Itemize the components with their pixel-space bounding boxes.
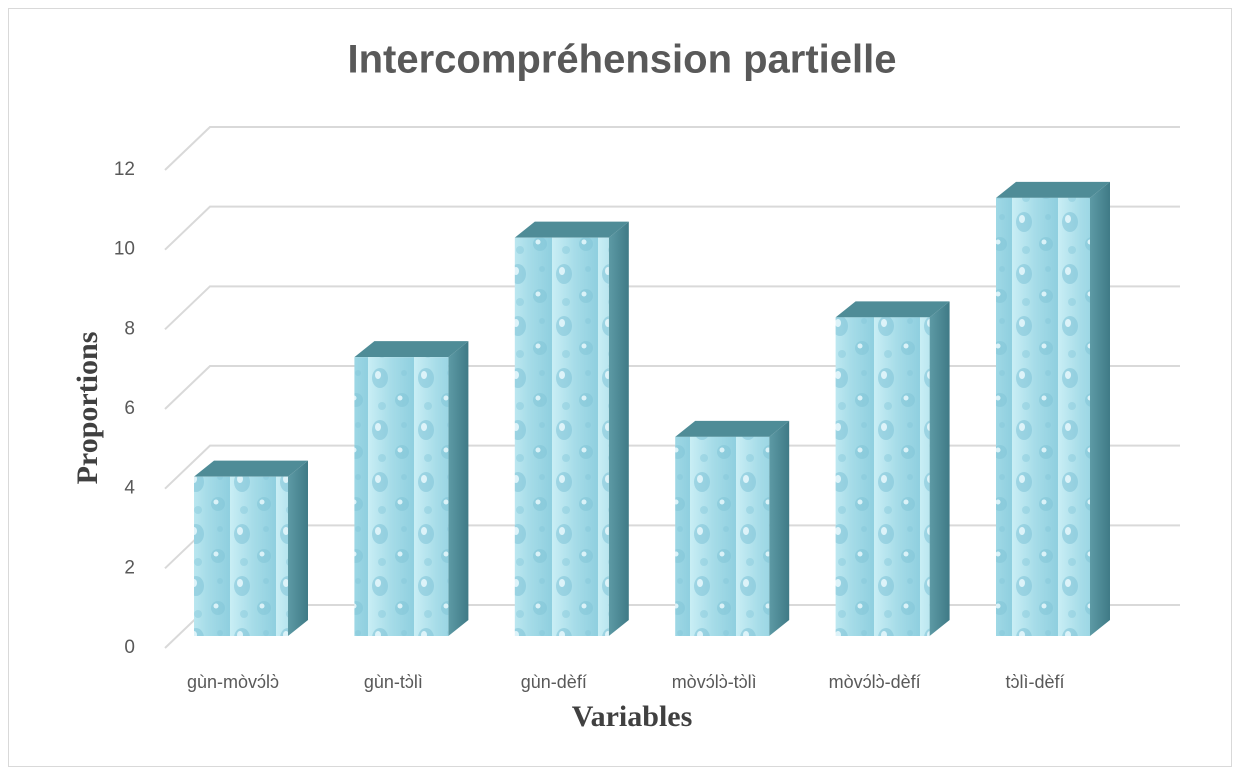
bar [675,420,790,636]
bar [354,341,469,636]
bar [514,221,629,636]
x-tick-label: mòvɔ́lɔ̀-dèfí [829,672,921,692]
grid-line [164,205,1180,251]
x-tick-label: gùn-dèfí [521,672,587,692]
bar-side [288,460,308,636]
bar-top [675,420,790,437]
x-tick-label: gùn-mòvɔ́lɔ̀ [187,672,279,692]
y-tick-label: 0 [124,637,135,658]
bar-top [354,341,469,358]
bar-side [608,221,629,636]
bar-side [929,301,950,636]
bar-top [514,221,629,238]
x-tick-label: gùn-tɔ̀lì [364,672,423,692]
bar [835,301,950,636]
y-tick-label: 2 [124,557,135,578]
y-tick-label: 8 [124,318,135,339]
bar-front [675,436,770,636]
bar-front [996,197,1090,637]
bar-top [996,181,1110,198]
x-tick-label: mòvɔ́lɔ̀-tɔ̀lì [672,672,757,692]
bar-front [194,476,288,636]
bar [996,181,1110,637]
y-tick-label: 4 [124,478,135,499]
y-tick-label: 10 [114,239,135,260]
x-tick-label: tɔ̀lì-dèfí [1005,672,1064,692]
x-axis-label: Variables [572,700,693,733]
bar-top [835,301,950,318]
bar [194,460,308,636]
bar-top [194,460,308,477]
y-tick-label: 12 [114,159,135,180]
bar-side [1090,181,1110,637]
bars [194,181,1110,637]
chart-title: Intercompréhension partielle [347,38,896,82]
bar-front [835,317,930,636]
bar-front [354,357,449,636]
grid-line [164,126,1180,171]
bar-side [769,420,790,636]
y-tick-label: 6 [124,398,135,419]
y-axis-label: Proportions [71,332,104,485]
bar-front [514,237,609,636]
grid-line [164,285,1180,331]
bar-side [448,341,469,636]
